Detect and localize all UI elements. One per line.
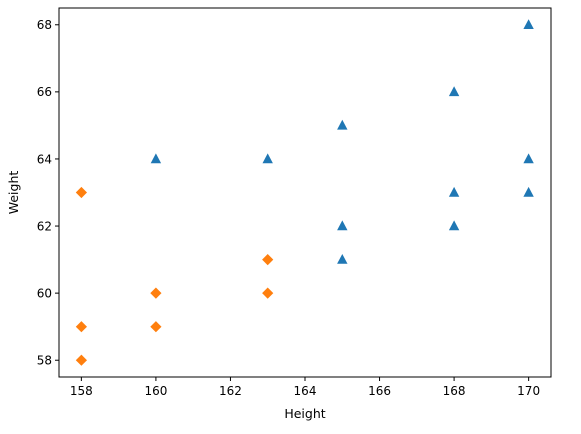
x-tick-label: 158 <box>70 384 93 398</box>
triangle-point <box>262 153 273 164</box>
triangle-point <box>523 186 534 197</box>
triangle-point <box>448 86 460 97</box>
diamond-point <box>75 321 87 333</box>
triangle-point <box>523 153 534 164</box>
y-tick-label: 66 <box>37 85 52 99</box>
triangle-point <box>448 220 460 231</box>
diamond-point <box>262 254 274 266</box>
x-tick-label: 170 <box>517 384 540 398</box>
axis-ticks: 158 160 162 164 166 168 170 58 60 62 64 66 68 <box>37 18 540 398</box>
y-tick-label: 58 <box>37 354 52 368</box>
triangle-point <box>337 220 348 231</box>
diamond-point <box>75 354 87 366</box>
x-tick-label: 160 <box>144 384 167 398</box>
x-tick-label: 168 <box>443 384 466 398</box>
diamond-point <box>75 186 87 199</box>
x-tick-label: 162 <box>219 384 242 398</box>
x-tick-label: 166 <box>368 384 391 398</box>
data-points <box>75 19 534 366</box>
triangle-point <box>448 186 460 197</box>
y-tick-label: 64 <box>37 152 52 166</box>
diamond-point <box>150 321 162 333</box>
y-tick-label: 60 <box>37 286 52 300</box>
triangle-point <box>150 153 162 164</box>
diamond-point <box>150 287 162 299</box>
x-axis-label: Height <box>284 406 325 421</box>
triangle-point <box>523 19 534 29</box>
y-tick-label: 62 <box>37 219 52 233</box>
plot-area-frame <box>58 7 552 378</box>
y-axis-label: Weight <box>6 171 21 215</box>
triangle-point <box>337 254 348 264</box>
diamond-point <box>262 287 274 299</box>
y-tick-label: 68 <box>37 18 52 32</box>
triangle-point <box>337 119 348 130</box>
x-tick-label: 164 <box>294 384 317 398</box>
